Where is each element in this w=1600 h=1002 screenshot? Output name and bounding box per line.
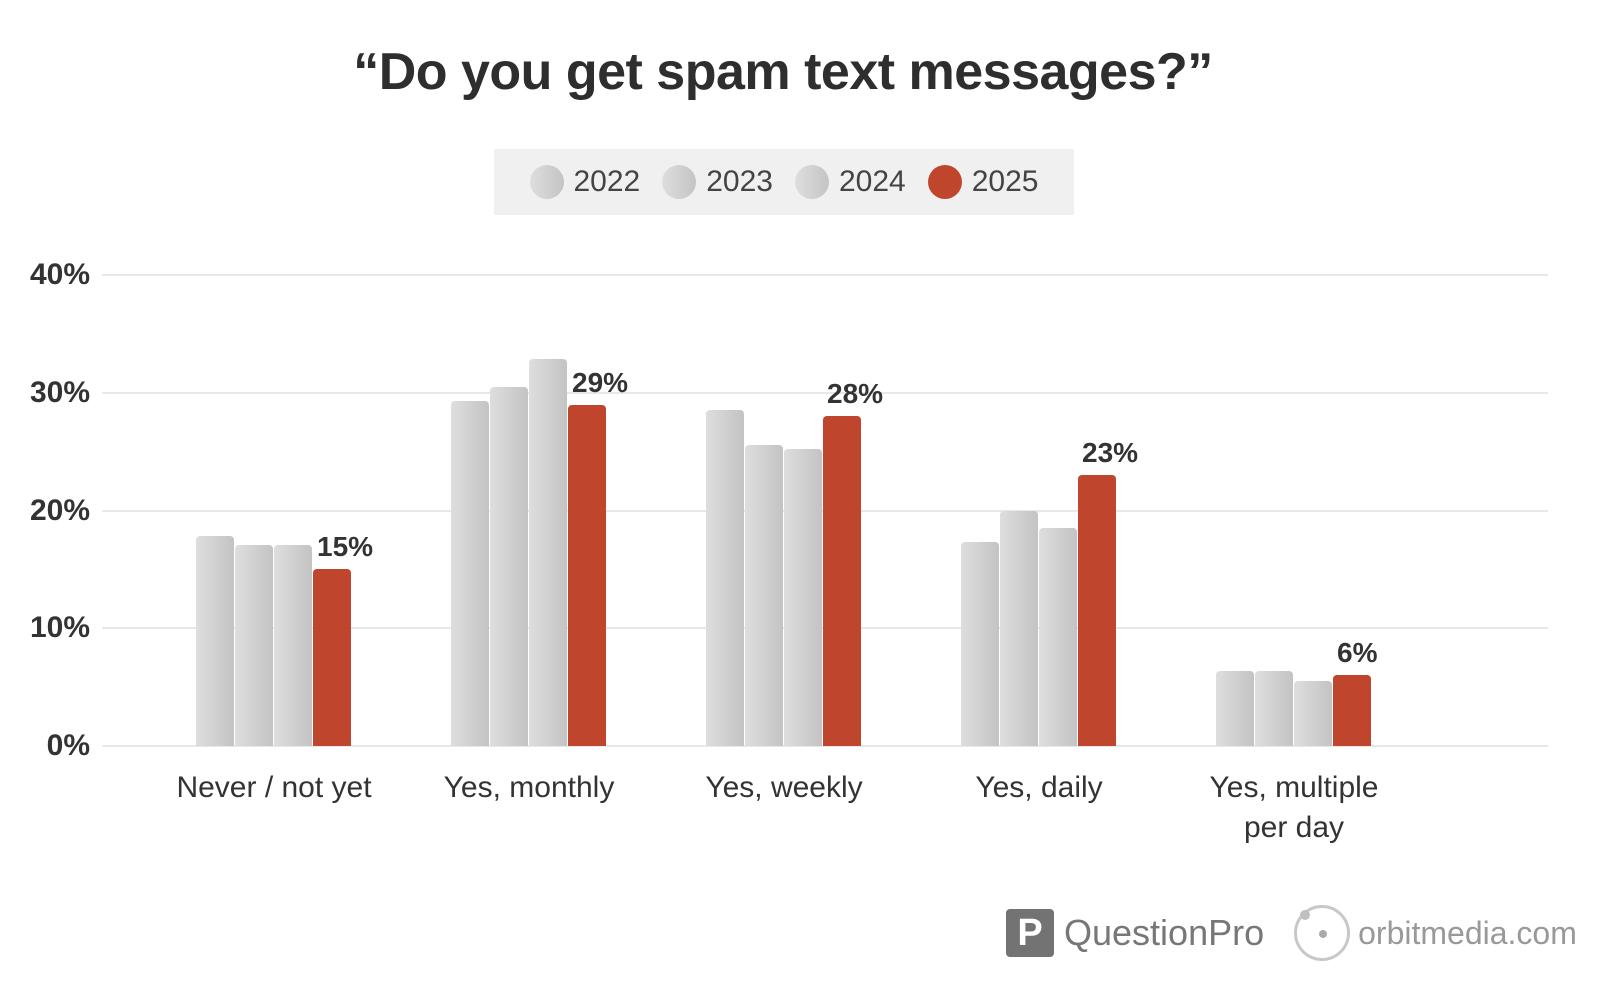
data-label: 23% xyxy=(1082,437,1139,469)
bar-2022 xyxy=(1216,670,1254,746)
x-tick-label: Yes, daily xyxy=(975,771,1103,804)
gridline xyxy=(102,745,1548,747)
bar-2025 xyxy=(568,404,606,746)
orbitmedia-text: orbitmedia.com xyxy=(1358,914,1577,951)
x-tick-label: Yes, monthly xyxy=(443,771,615,804)
legend-swatch-icon xyxy=(662,165,697,199)
plot-area: 15% 29% 28% 23% 6% xyxy=(102,274,1548,747)
footer-logos: P QuestionPro orbitmedia.com xyxy=(1006,905,1577,961)
bar-2025 xyxy=(1333,675,1371,746)
y-tick-label: 10% xyxy=(29,611,90,645)
y-tick-label: 20% xyxy=(29,493,90,527)
legend-label: 2024 xyxy=(839,165,906,198)
bar-2024 xyxy=(274,544,312,746)
y-tick-label: 40% xyxy=(29,258,90,291)
bar-2022 xyxy=(196,536,234,746)
legend-label: 2022 xyxy=(573,165,641,198)
questionpro-logo: P QuestionPro xyxy=(1006,909,1264,957)
bar-2023 xyxy=(745,444,783,746)
x-tick-label: Yes, multiple per day xyxy=(1209,771,1379,844)
data-label: 28% xyxy=(827,378,884,410)
legend-item-2022: 2022 xyxy=(529,165,641,199)
x-tick-label: Never / not yet xyxy=(176,771,372,804)
bar-2023 xyxy=(1255,670,1293,746)
legend: 2022 2023 2024 2025 xyxy=(494,149,1074,215)
legend-label: 2023 xyxy=(706,165,773,198)
bar-2024 xyxy=(784,449,822,746)
bar-2024 xyxy=(529,358,567,746)
bar-2023 xyxy=(235,544,273,746)
bar-2025 xyxy=(1078,475,1116,746)
bar-2024 xyxy=(1294,681,1332,746)
chart-title: “Do you get spam text messages?” xyxy=(353,43,1213,101)
gridline xyxy=(102,274,1548,276)
bar-2022 xyxy=(706,410,744,746)
data-label: 6% xyxy=(1337,637,1378,669)
legend-swatch-icon xyxy=(529,165,564,199)
bar-2023 xyxy=(490,386,528,746)
legend-item-2025: 2025 xyxy=(927,165,1039,199)
legend-swatch-icon xyxy=(795,165,829,199)
bar-2022 xyxy=(961,542,999,746)
bar-2024 xyxy=(1039,528,1077,746)
y-tick-label: 30% xyxy=(29,375,90,409)
questionpro-icon: P xyxy=(1006,909,1054,957)
x-tick-label: Yes, weekly xyxy=(705,771,863,804)
data-label: 29% xyxy=(572,366,629,398)
legend-item-2024: 2024 xyxy=(795,165,906,199)
orbit-icon xyxy=(1294,905,1351,961)
data-label: 15% xyxy=(317,531,374,563)
questionpro-text: QuestionPro xyxy=(1064,912,1265,953)
bar-2025 xyxy=(313,569,351,746)
bar-2023 xyxy=(1000,510,1038,746)
bar-2022 xyxy=(451,401,489,746)
legend-item-2023: 2023 xyxy=(662,165,773,199)
orbitmedia-logo: orbitmedia.com xyxy=(1294,905,1577,961)
legend-label: 2025 xyxy=(971,165,1039,198)
bar-2025 xyxy=(823,416,861,746)
gridline xyxy=(102,391,1548,394)
legend-swatch-icon xyxy=(927,165,962,199)
y-tick-label: 0% xyxy=(46,729,90,762)
